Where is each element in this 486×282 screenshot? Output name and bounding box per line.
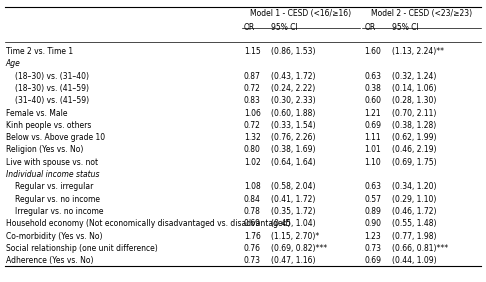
Text: 0.78: 0.78: [244, 207, 261, 216]
Text: 1.08: 1.08: [244, 182, 260, 191]
Text: 95% CI: 95% CI: [392, 23, 418, 32]
Text: (0.46, 2.19): (0.46, 2.19): [392, 146, 436, 155]
Text: (0.58, 2.04): (0.58, 2.04): [271, 182, 315, 191]
Text: (0.14, 1.06): (0.14, 1.06): [392, 84, 436, 93]
Text: 1.60: 1.60: [364, 47, 382, 56]
Text: 0.87: 0.87: [244, 72, 261, 81]
Text: Religion (Yes vs. No): Religion (Yes vs. No): [6, 146, 83, 155]
Text: 1.21: 1.21: [364, 109, 381, 118]
Text: Adherence (Yes vs. No): Adherence (Yes vs. No): [6, 256, 93, 265]
Text: (0.38, 1.69): (0.38, 1.69): [271, 146, 315, 155]
Text: (0.66, 0.81)***: (0.66, 0.81)***: [392, 244, 448, 253]
Text: (0.77, 1.98): (0.77, 1.98): [392, 232, 436, 241]
Text: Regular vs. no income: Regular vs. no income: [16, 195, 100, 204]
Text: 1.10: 1.10: [364, 158, 381, 167]
Text: 1.76: 1.76: [244, 232, 261, 241]
Text: 1.11: 1.11: [364, 133, 381, 142]
Text: (0.86, 1.53): (0.86, 1.53): [271, 47, 315, 56]
Text: Co-morbidity (Yes vs. No): Co-morbidity (Yes vs. No): [6, 232, 103, 241]
Text: (0.43, 1.72): (0.43, 1.72): [271, 72, 315, 81]
Text: (1.13, 2.24)**: (1.13, 2.24)**: [392, 47, 444, 56]
Text: OR: OR: [244, 23, 255, 32]
Text: (18–30) vs. (31–40): (18–30) vs. (31–40): [16, 72, 89, 81]
Text: 0.57: 0.57: [364, 195, 382, 204]
Text: (0.46, 1.72): (0.46, 1.72): [392, 207, 436, 216]
Text: (0.76, 2.26): (0.76, 2.26): [271, 133, 315, 142]
Text: 0.73: 0.73: [244, 256, 261, 265]
Text: (0.45, 1.04): (0.45, 1.04): [271, 219, 315, 228]
Text: (0.69, 1.75): (0.69, 1.75): [392, 158, 436, 167]
Text: Regular vs. irregular: Regular vs. irregular: [16, 182, 94, 191]
Text: 0.72: 0.72: [244, 84, 261, 93]
Text: Time 2 vs. Time 1: Time 2 vs. Time 1: [6, 47, 73, 56]
Text: Irregular vs. no income: Irregular vs. no income: [16, 207, 104, 216]
Text: 0.69: 0.69: [364, 121, 382, 130]
Text: (1.15, 2.70)*: (1.15, 2.70)*: [271, 232, 319, 241]
Text: Household economy (Not economically disadvantaged vs. disadvantaged): Household economy (Not economically disa…: [6, 219, 290, 228]
Text: (0.33, 1.54): (0.33, 1.54): [271, 121, 315, 130]
Text: 1.23: 1.23: [364, 232, 381, 241]
Text: (0.29, 1.10): (0.29, 1.10): [392, 195, 436, 204]
Text: 1.01: 1.01: [364, 146, 381, 155]
Text: Live with spouse vs. not: Live with spouse vs. not: [6, 158, 98, 167]
Text: (0.62, 1.99): (0.62, 1.99): [392, 133, 436, 142]
Text: 0.80: 0.80: [244, 146, 261, 155]
Text: Age: Age: [6, 59, 21, 68]
Text: Below vs. Above grade 10: Below vs. Above grade 10: [6, 133, 105, 142]
Text: 1.02: 1.02: [244, 158, 260, 167]
Text: Kinh people vs. others: Kinh people vs. others: [6, 121, 91, 130]
Text: 0.72: 0.72: [244, 121, 261, 130]
Text: Model 2 - CESD (<23/≥23): Model 2 - CESD (<23/≥23): [371, 9, 472, 18]
Text: (0.32, 1.24): (0.32, 1.24): [392, 72, 436, 81]
Text: (0.69, 0.82)***: (0.69, 0.82)***: [271, 244, 327, 253]
Text: (0.30, 2.33): (0.30, 2.33): [271, 96, 315, 105]
Text: (0.70, 2.11): (0.70, 2.11): [392, 109, 436, 118]
Text: Model 1 - CESD (<16/≥16): Model 1 - CESD (<16/≥16): [250, 9, 351, 18]
Text: 1.15: 1.15: [244, 47, 260, 56]
Text: (0.44, 1.09): (0.44, 1.09): [392, 256, 436, 265]
Text: OR: OR: [364, 23, 376, 32]
Text: (0.47, 1.16): (0.47, 1.16): [271, 256, 315, 265]
Text: (0.55, 1.48): (0.55, 1.48): [392, 219, 436, 228]
Text: (0.64, 1.64): (0.64, 1.64): [271, 158, 315, 167]
Text: 1.06: 1.06: [244, 109, 261, 118]
Text: 0.73: 0.73: [364, 244, 382, 253]
Text: 0.84: 0.84: [244, 195, 261, 204]
Text: (0.60, 1.88): (0.60, 1.88): [271, 109, 315, 118]
Text: 0.63: 0.63: [364, 182, 382, 191]
Text: Individual income status: Individual income status: [6, 170, 99, 179]
Text: Female vs. Male: Female vs. Male: [6, 109, 68, 118]
Text: (0.24, 2.22): (0.24, 2.22): [271, 84, 315, 93]
Text: (0.38, 1.28): (0.38, 1.28): [392, 121, 436, 130]
Text: 0.89: 0.89: [364, 207, 382, 216]
Text: Social relationship (one unit difference): Social relationship (one unit difference…: [6, 244, 157, 253]
Text: (0.28, 1.30): (0.28, 1.30): [392, 96, 436, 105]
Text: 0.60: 0.60: [364, 96, 382, 105]
Text: (0.34, 1.20): (0.34, 1.20): [392, 182, 436, 191]
Text: (18–30) vs. (41–59): (18–30) vs. (41–59): [16, 84, 89, 93]
Text: 0.63: 0.63: [364, 72, 382, 81]
Text: 0.69: 0.69: [244, 219, 261, 228]
Text: (0.41, 1.72): (0.41, 1.72): [271, 195, 315, 204]
Text: 95% CI: 95% CI: [271, 23, 297, 32]
Text: (31–40) vs. (41–59): (31–40) vs. (41–59): [16, 96, 89, 105]
Text: 0.83: 0.83: [244, 96, 261, 105]
Text: 0.38: 0.38: [364, 84, 382, 93]
Text: 1.32: 1.32: [244, 133, 260, 142]
Text: 0.90: 0.90: [364, 219, 382, 228]
Text: 0.76: 0.76: [244, 244, 261, 253]
Text: 0.69: 0.69: [364, 256, 382, 265]
Text: (0.35, 1.72): (0.35, 1.72): [271, 207, 315, 216]
